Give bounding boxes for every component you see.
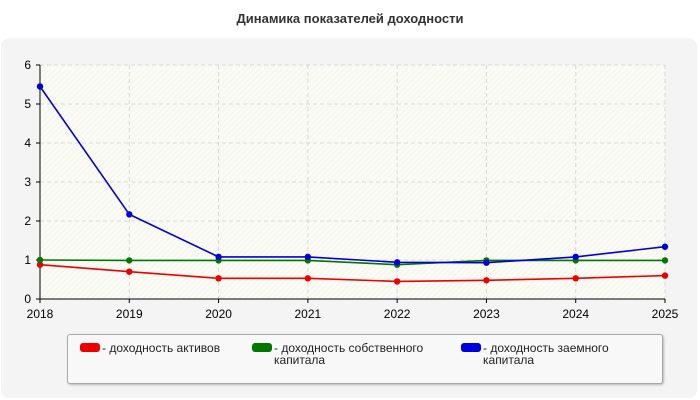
y-tick-label-2: 2 <box>24 214 31 228</box>
series-line-0 <box>39 263 666 283</box>
legend-label-debt: - доходность заемного капитала <box>483 341 609 367</box>
x-tick-label-7: 2025 <box>652 307 679 321</box>
data-point-0-3 <box>304 275 312 282</box>
data-point-2-3 <box>304 253 312 261</box>
x-tick-label-5: 2023 <box>473 307 500 321</box>
data-point-2-2 <box>215 253 222 261</box>
legend-swatch-debt <box>461 343 481 352</box>
x-tick-label-6: 2024 <box>562 307 589 321</box>
data-point-2-4 <box>393 259 401 266</box>
x-tick-label-1: 2019 <box>116 307 143 321</box>
data-point-0-0 <box>36 261 44 268</box>
data-point-0-2 <box>215 275 222 282</box>
data-point-0-1 <box>126 268 133 275</box>
y-tick-label-6: 6 <box>24 58 31 72</box>
data-point-0-7 <box>661 272 669 279</box>
legend: - доходность активов - доходность собств… <box>67 334 663 384</box>
y-tick-label-0: 0 <box>24 292 31 306</box>
data-point-1-7 <box>661 257 669 264</box>
series-layer <box>36 83 669 285</box>
data-point-1-0 <box>36 256 44 264</box>
x-tick-label-3: 2021 <box>295 307 322 321</box>
legend-label-assets: - доходность активов <box>102 341 221 355</box>
series-line-1 <box>39 259 665 266</box>
data-point-2-6 <box>572 253 579 261</box>
data-point-2-0 <box>36 83 44 90</box>
data-point-2-7 <box>661 243 669 250</box>
data-point-0-6 <box>572 275 579 282</box>
chart-title: Динамика показателей доходности <box>236 11 464 26</box>
y-tick-label-5: 5 <box>24 97 31 111</box>
x-tick-label-4: 2022 <box>384 307 411 321</box>
axes: 0 1 2 3 4 5 6 2018 2019 2020 2021 2022 2023 2024 2025 <box>24 58 678 321</box>
y-tick-label-4: 4 <box>24 136 31 150</box>
data-point-1-1 <box>126 257 133 264</box>
legend-swatch-assets <box>80 343 100 352</box>
series-line-2 <box>39 86 666 264</box>
data-point-0-5 <box>483 277 490 284</box>
data-point-2-1 <box>126 211 133 218</box>
x-tick-label-0: 2018 <box>27 307 54 321</box>
legend-swatch-equity <box>252 343 272 352</box>
data-point-0-4 <box>393 278 401 285</box>
legend-label-equity: - доходность собственного капитала <box>274 341 424 367</box>
data-point-2-5 <box>483 259 490 266</box>
y-tick-label-1: 1 <box>24 253 31 267</box>
y-tick-label-3: 3 <box>24 175 31 189</box>
x-tick-label-2: 2020 <box>205 307 232 321</box>
